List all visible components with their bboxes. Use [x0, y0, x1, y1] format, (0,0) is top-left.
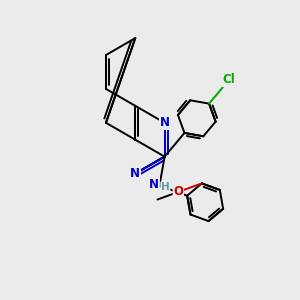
Text: Cl: Cl	[223, 74, 235, 86]
Text: N: N	[149, 178, 159, 190]
Text: O: O	[173, 185, 183, 199]
Text: N: N	[160, 116, 170, 129]
Text: N: N	[130, 167, 140, 180]
Text: H: H	[161, 182, 170, 192]
